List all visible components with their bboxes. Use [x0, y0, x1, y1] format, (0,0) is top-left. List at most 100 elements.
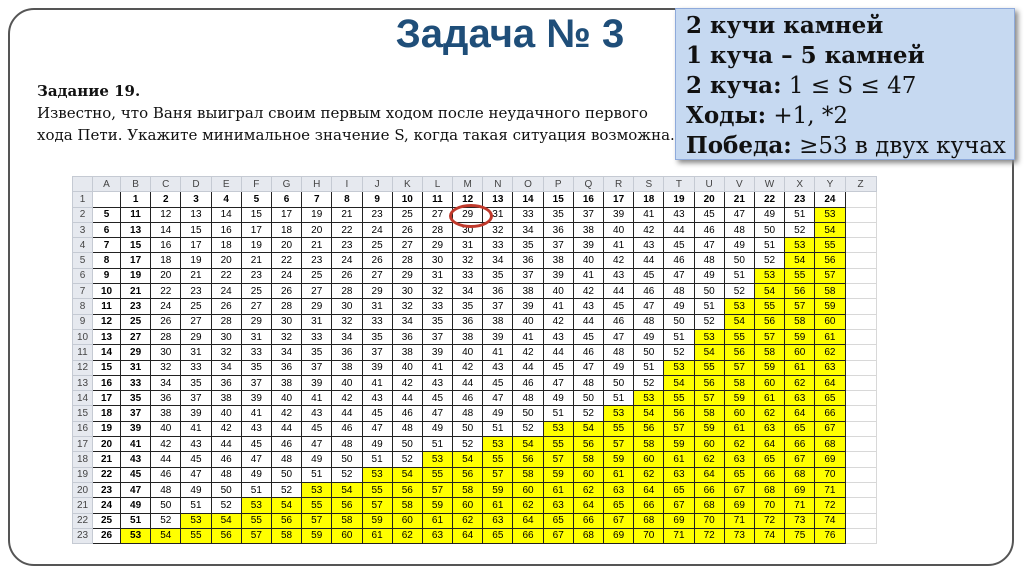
cell-P19[interactable]: 59 [542, 466, 574, 483]
cell-K16[interactable]: 48 [391, 420, 423, 438]
cell-A5[interactable]: 8 [92, 252, 121, 269]
cell-K3[interactable]: 26 [391, 221, 423, 239]
cell-R21[interactable]: 65 [602, 497, 635, 514]
row-header-2[interactable]: 2 [72, 206, 93, 223]
cell-I18[interactable]: 50 [331, 451, 363, 468]
cell-W4[interactable]: 51 [753, 237, 786, 254]
cell-M23[interactable]: 64 [452, 527, 484, 545]
cell-D20[interactable]: 49 [180, 481, 212, 499]
cell-G7[interactable]: 26 [270, 283, 303, 300]
cell-N10[interactable]: 39 [482, 328, 514, 346]
cell-A12[interactable]: 15 [92, 359, 121, 376]
cell-L18[interactable]: 53 [421, 451, 454, 468]
cell-C14[interactable]: 36 [150, 390, 182, 407]
cell-R9[interactable]: 46 [602, 313, 635, 330]
cell-S1[interactable]: 18 [633, 191, 665, 208]
row-header-20[interactable]: 20 [72, 481, 93, 499]
cell-L16[interactable]: 49 [421, 420, 454, 438]
cell-W3[interactable]: 50 [753, 221, 786, 239]
column-header-L[interactable]: L [421, 175, 454, 193]
cell-B19[interactable]: 45 [119, 466, 152, 483]
cell-F16[interactable]: 43 [240, 420, 272, 438]
cell-D18[interactable]: 45 [180, 451, 212, 468]
cell-H7[interactable]: 27 [301, 283, 333, 300]
cell-I12[interactable]: 38 [331, 359, 363, 376]
cell-X5[interactable]: 54 [784, 252, 816, 269]
cell-W11[interactable]: 58 [753, 344, 786, 361]
cell-E21[interactable]: 52 [210, 497, 242, 514]
cell-X4[interactable]: 53 [784, 237, 816, 254]
cell-N17[interactable]: 53 [482, 436, 514, 453]
cell-P22[interactable]: 65 [542, 512, 574, 529]
column-header-Y[interactable]: Y [814, 175, 846, 193]
cell-C22[interactable]: 52 [150, 512, 182, 529]
cell-C7[interactable]: 22 [150, 283, 182, 300]
cell-U15[interactable]: 58 [693, 405, 725, 422]
cell-S9[interactable]: 48 [633, 313, 665, 330]
cell-N7[interactable]: 36 [482, 283, 514, 300]
cell-S19[interactable]: 62 [633, 466, 665, 483]
cell-R3[interactable]: 40 [602, 221, 635, 239]
cell-B6[interactable]: 19 [119, 267, 152, 285]
cell-F2[interactable]: 15 [240, 206, 272, 223]
cell-S23[interactable]: 70 [633, 527, 665, 545]
cell-P10[interactable]: 43 [542, 328, 574, 346]
cell-B9[interactable]: 25 [119, 313, 152, 330]
cell-M11[interactable]: 40 [452, 344, 484, 361]
cell-V16[interactable]: 61 [723, 420, 755, 438]
cell-K8[interactable]: 32 [391, 298, 423, 315]
cell-J18[interactable]: 51 [361, 451, 393, 468]
cell-L7[interactable]: 32 [421, 283, 454, 300]
cell-S8[interactable]: 47 [633, 298, 665, 315]
cell-Z10[interactable] [844, 328, 877, 346]
cell-V10[interactable]: 55 [723, 328, 755, 346]
row-header-18[interactable]: 18 [72, 451, 93, 468]
cell-P7[interactable]: 40 [542, 283, 574, 300]
cell-U22[interactable]: 70 [693, 512, 725, 529]
cell-V18[interactable]: 63 [723, 451, 755, 468]
cell-G18[interactable]: 48 [270, 451, 303, 468]
cell-E20[interactable]: 50 [210, 481, 242, 499]
cell-B21[interactable]: 49 [119, 497, 152, 514]
cell-I1[interactable]: 8 [331, 191, 363, 208]
cell-U23[interactable]: 72 [693, 527, 725, 545]
cell-C18[interactable]: 44 [150, 451, 182, 468]
cell-A18[interactable]: 21 [92, 451, 121, 468]
cell-U19[interactable]: 64 [693, 466, 725, 483]
cell-K21[interactable]: 58 [391, 497, 423, 514]
cell-F17[interactable]: 45 [240, 436, 272, 453]
cell-Z2[interactable] [844, 206, 877, 223]
cell-N11[interactable]: 41 [482, 344, 514, 361]
cell-B15[interactable]: 37 [119, 405, 152, 422]
cell-J7[interactable]: 29 [361, 283, 393, 300]
cell-E23[interactable]: 56 [210, 527, 242, 545]
cell-X14[interactable]: 63 [784, 390, 816, 407]
cell-K1[interactable]: 10 [391, 191, 423, 208]
cell-U1[interactable]: 20 [693, 191, 725, 208]
cell-F10[interactable]: 31 [240, 328, 272, 346]
cell-G17[interactable]: 46 [270, 436, 303, 453]
cell-W2[interactable]: 49 [753, 206, 786, 223]
cell-T1[interactable]: 19 [663, 191, 695, 208]
cell-T18[interactable]: 61 [663, 451, 695, 468]
cell-J11[interactable]: 37 [361, 344, 393, 361]
cell-A16[interactable]: 19 [92, 420, 121, 438]
column-header-P[interactable]: P [542, 175, 574, 193]
cell-S21[interactable]: 66 [633, 497, 665, 514]
cell-F20[interactable]: 51 [240, 481, 272, 499]
cell-S15[interactable]: 54 [633, 405, 665, 422]
cell-N6[interactable]: 35 [482, 267, 514, 285]
cell-L9[interactable]: 35 [421, 313, 454, 330]
cell-P3[interactable]: 36 [542, 221, 574, 239]
cell-Y2[interactable]: 53 [814, 206, 846, 223]
cell-D22[interactable]: 53 [180, 512, 212, 529]
cell-U16[interactable]: 59 [693, 420, 725, 438]
column-header-F[interactable]: F [240, 175, 272, 193]
cell-V7[interactable]: 52 [723, 283, 755, 300]
cell-V9[interactable]: 54 [723, 313, 755, 330]
cell-E16[interactable]: 42 [210, 420, 242, 438]
column-header-R[interactable]: R [602, 175, 635, 193]
cell-M16[interactable]: 50 [452, 420, 484, 438]
cell-I20[interactable]: 54 [331, 481, 363, 499]
cell-F21[interactable]: 53 [240, 497, 272, 514]
